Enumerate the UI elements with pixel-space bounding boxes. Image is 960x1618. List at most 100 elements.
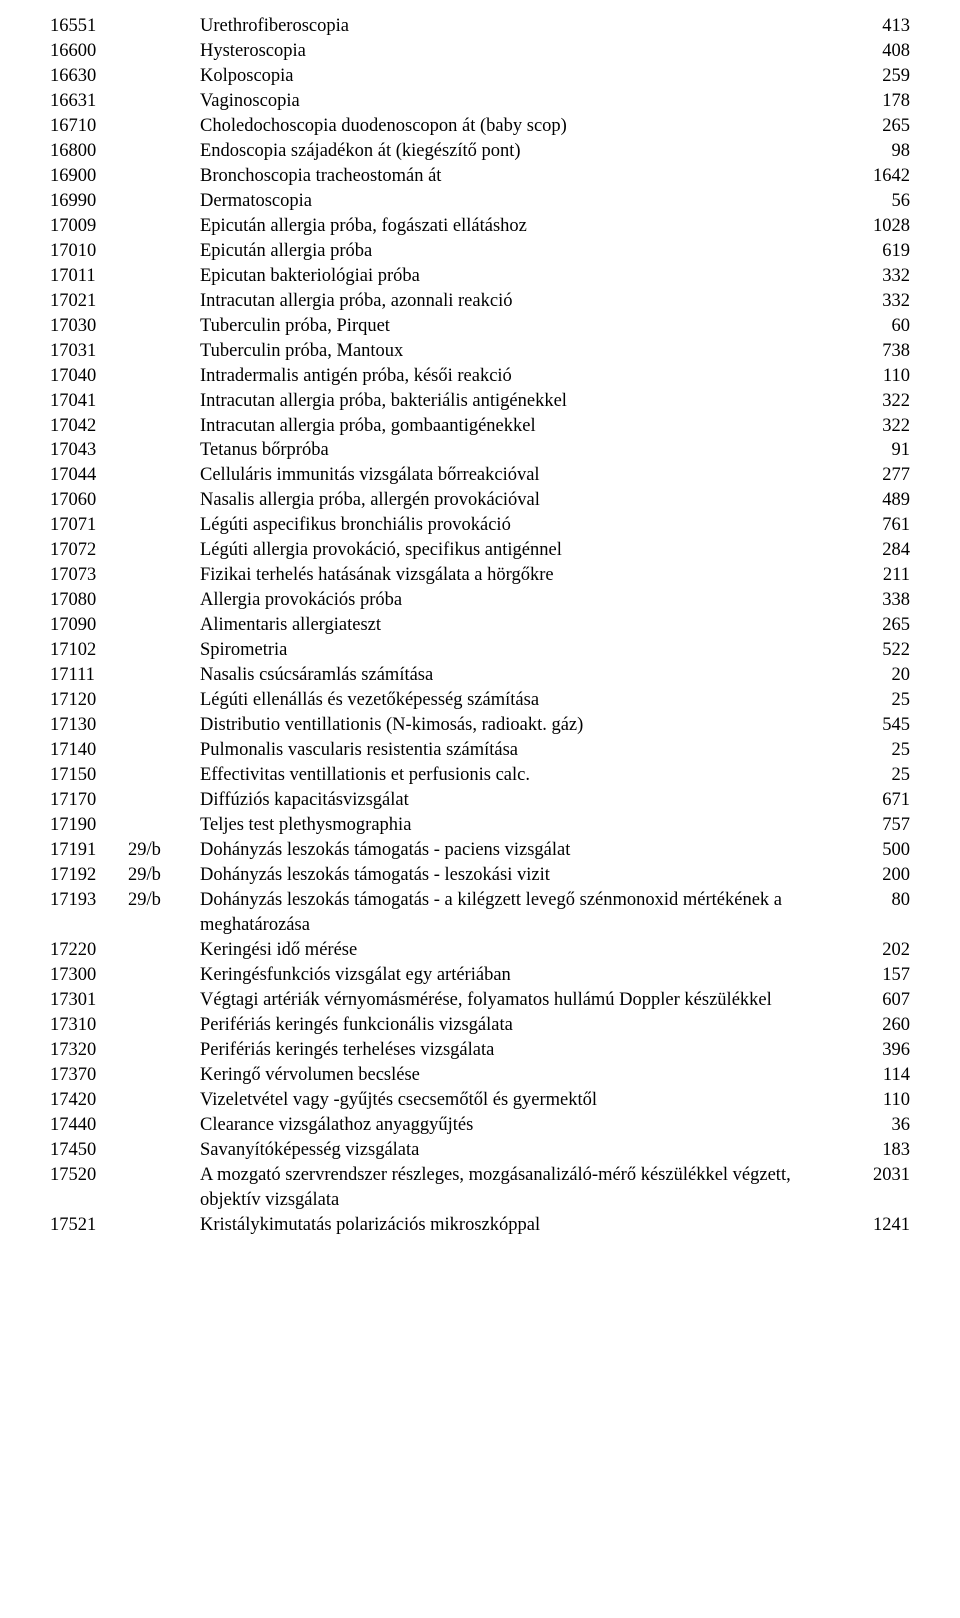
- code-cell: 17193: [50, 888, 128, 913]
- value-cell: 91: [848, 438, 910, 463]
- code-cell: 17310: [50, 1013, 128, 1038]
- value-cell: 1241: [848, 1213, 910, 1238]
- code-cell: 17301: [50, 988, 128, 1013]
- code-cell: 16710: [50, 114, 128, 139]
- description-cell: Végtagi artériák vérnyomásmérése, folyam…: [200, 988, 848, 1013]
- code-cell: 17320: [50, 1038, 128, 1063]
- table-row: 17301 Végtagi artériák vérnyomásmérése, f…: [50, 988, 910, 1013]
- code-cell: 17440: [50, 1113, 128, 1138]
- description-cell: Endoscopia szájadékon át (kiegészítő pon…: [200, 139, 848, 164]
- code-cell: 17043: [50, 438, 128, 463]
- description-cell: Tetanus bőrpróba: [200, 438, 848, 463]
- description-cell: Intracutan allergia próba, azonnali reak…: [200, 289, 848, 314]
- description-cell: Epicután allergia próba: [200, 239, 848, 264]
- description-cell: Diffúziós kapacitásvizsgálat: [200, 788, 848, 813]
- table-row: 16631Vaginoscopia178: [50, 89, 910, 114]
- table-row: 17521 Kristálykimutatás polarizációs mikr…: [50, 1213, 910, 1238]
- description-cell: Intradermalis antigén próba, késői reakc…: [200, 364, 848, 389]
- code-cell: 17009: [50, 214, 128, 239]
- tag-cell: 29/b: [128, 863, 200, 888]
- value-cell: 284: [848, 538, 910, 563]
- value-cell: 619: [848, 239, 910, 264]
- description-cell: Tuberculin próba, Pirquet: [200, 314, 848, 339]
- description-cell: Dermatoscopia: [200, 189, 848, 214]
- description-cell: Epicután allergia próba, fogászati ellát…: [200, 214, 848, 239]
- value-cell: 1028: [848, 214, 910, 239]
- description-cell: Dohányzás leszokás támogatás - leszokási…: [200, 863, 848, 888]
- description-cell: Fizikai terhelés hatásának vizsgálata a …: [200, 563, 848, 588]
- value-cell: 110: [848, 1088, 910, 1113]
- table-row: 16630Kolposcopia259: [50, 64, 910, 89]
- table-row: 16990Dermatoscopia56: [50, 189, 910, 214]
- value-cell: 545: [848, 713, 910, 738]
- table-row: 17130Distributio ventillationis (N-kimos…: [50, 713, 910, 738]
- table-row: 16900Bronchoscopia tracheostomán át1642: [50, 164, 910, 189]
- code-cell: 17521: [50, 1213, 128, 1238]
- value-cell: 761: [848, 513, 910, 538]
- table-row: 17009 Epicután allergia próba, fogászati …: [50, 214, 910, 239]
- code-cell: 17140: [50, 738, 128, 763]
- description-cell: Choledochoscopia duodenoscopon át (baby …: [200, 114, 848, 139]
- description-cell: Allergia provokációs próba: [200, 588, 848, 613]
- code-cell: 16551: [50, 14, 128, 39]
- table-row: 1719129/bDohányzás leszokás támogatás - …: [50, 838, 910, 863]
- code-cell: 17370: [50, 1063, 128, 1088]
- value-cell: 671: [848, 788, 910, 813]
- code-cell: 17150: [50, 763, 128, 788]
- code-cell: 16631: [50, 89, 128, 114]
- description-cell: Dohányzás leszokás támogatás - a kilégze…: [200, 888, 848, 938]
- description-cell: Distributio ventillationis (N-kimosás, r…: [200, 713, 848, 738]
- description-cell: Kolposcopia: [200, 64, 848, 89]
- table-row: 17102Spirometria522: [50, 638, 910, 663]
- code-cell: 17170: [50, 788, 128, 813]
- description-cell: Urethrofiberoscopia: [200, 14, 848, 39]
- table-row: 17044Celluláris immunitás vizsgálata bőr…: [50, 463, 910, 488]
- code-cell: 17090: [50, 613, 128, 638]
- code-cell: 17300: [50, 963, 128, 988]
- code-cell: 17111: [50, 663, 128, 688]
- description-cell: Nasalis allergia próba, allergén provoká…: [200, 488, 848, 513]
- value-cell: 25: [848, 763, 910, 788]
- description-cell: Légúti ellenállás és vezetőképesség szám…: [200, 688, 848, 713]
- value-cell: 500: [848, 838, 910, 863]
- description-cell: Keringési idő mérése: [200, 938, 848, 963]
- value-cell: 25: [848, 738, 910, 763]
- code-cell: 17040: [50, 364, 128, 389]
- value-cell: 265: [848, 114, 910, 139]
- code-cell: 17021: [50, 289, 128, 314]
- value-cell: 20: [848, 663, 910, 688]
- value-cell: 56: [848, 189, 910, 214]
- code-cell: 17450: [50, 1138, 128, 1163]
- code-cell: 17060: [50, 488, 128, 513]
- code-cell: 17102: [50, 638, 128, 663]
- description-cell: A mozgató szervrendszer részleges, mozgá…: [200, 1163, 848, 1213]
- code-cell: 17420: [50, 1088, 128, 1113]
- table-row: 17190Teljes test plethysmographia757: [50, 813, 910, 838]
- description-cell: Bronchoscopia tracheostomán át: [200, 164, 848, 189]
- code-cell: 16600: [50, 39, 128, 64]
- code-cell: 17031: [50, 339, 128, 364]
- description-cell: Perifériás keringés funkcionális vizsgál…: [200, 1013, 848, 1038]
- description-cell: Teljes test plethysmographia: [200, 813, 848, 838]
- value-cell: 408: [848, 39, 910, 64]
- description-cell: Kristálykimutatás polarizációs mikroszkó…: [200, 1213, 848, 1238]
- value-cell: 202: [848, 938, 910, 963]
- code-cell: 17120: [50, 688, 128, 713]
- value-cell: 25: [848, 688, 910, 713]
- table-row: 17520 A mozgató szervrendszer részleges, …: [50, 1163, 910, 1213]
- code-cell: 17520: [50, 1163, 128, 1188]
- table-row: 17320 Perifériás keringés terheléses vizs…: [50, 1038, 910, 1063]
- table-row: 17060 Nasalis allergia próba, allergén pr…: [50, 488, 910, 513]
- description-cell: Perifériás keringés terheléses vizsgálat…: [200, 1038, 848, 1063]
- table-row: 17090Alimentaris allergiateszt265: [50, 613, 910, 638]
- table-row: 17040 Intradermalis antigén próba, késői …: [50, 364, 910, 389]
- table-row: 16800Endoscopia szájadékon át (kiegészít…: [50, 139, 910, 164]
- value-cell: 322: [848, 414, 910, 439]
- table-row: 17150Effectivitas ventillationis et perf…: [50, 763, 910, 788]
- value-cell: 211: [848, 563, 910, 588]
- description-cell: Hysteroscopia: [200, 39, 848, 64]
- value-cell: 200: [848, 863, 910, 888]
- code-cell: 17030: [50, 314, 128, 339]
- tag-cell: 29/b: [128, 888, 200, 913]
- value-cell: 1642: [848, 164, 910, 189]
